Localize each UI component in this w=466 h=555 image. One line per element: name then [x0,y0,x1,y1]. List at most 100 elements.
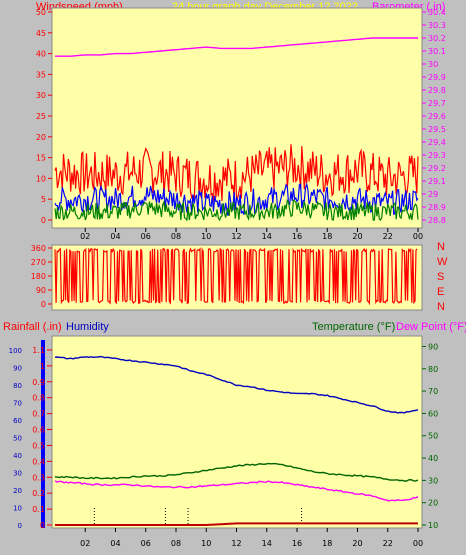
humidity-label: Humidity [66,321,109,333]
baro-y-tick-label: 30 [428,60,438,69]
wind-y-tick-label: 50 [36,8,46,17]
dir-label-s: S [437,271,444,283]
baro-y-tick-label: 29.1 [428,177,446,186]
baro-y-tick-label: 29.9 [428,73,446,82]
dir-y-tick-label: 270 [31,258,46,267]
temperature-label: Temperature (°F) [312,321,395,333]
wind-x-tick-label: 00 [413,232,423,241]
wind-x-tick-label: 20 [352,232,362,241]
baro-y-tick-label: 29.3 [428,151,446,160]
wind-y-tick-label: 35 [36,70,46,79]
wind-y-tick-label: 0 [41,216,46,225]
humidity-y-tick-label: 70 [13,400,22,408]
barometer-series-line [55,37,418,57]
rain-y-tick-label: 0.7 [32,410,45,419]
humidity-y-tick-label: 90 [13,365,22,373]
wind-y-tick-label: 25 [36,112,46,121]
wind-y-tick-label: 15 [36,154,46,163]
rain-y-tick-label: 0.6 [32,426,45,435]
temperature-series-line [54,462,419,482]
bottom-x-tick-label: 20 [352,539,362,548]
bottom-x-tick-label: 06 [141,539,151,548]
humidity-series-line [54,355,419,414]
wind-y-tick-label: 5 [41,195,46,204]
baro-y-tick-label: 29.7 [428,99,446,108]
dir-y-tick-label: 360 [31,244,46,253]
humidity-y-tick-label: 80 [13,382,22,390]
bottom-x-tick-label: 12 [231,539,241,548]
humidity-y-tick-label: 50 [13,435,22,443]
temp-y-tick-label: 90 [428,342,438,351]
rainfall-label: Rainfall (.in) [3,321,62,333]
dir-label-n-bottom: N [437,301,445,313]
dir-label-e: E [437,286,444,298]
temp-y-tick-label: 80 [428,365,438,374]
bottom-x-tick-label: 02 [80,539,90,548]
wind-x-tick-label: 12 [231,232,241,241]
bottom-x-tick-label: 04 [110,539,120,548]
rain-y-tick-label: 0.1 [32,505,45,514]
rain-y-tick-label: 0.9 [32,378,45,387]
bottom-x-tick-label: 16 [292,539,302,548]
baro-y-tick-label: 30.1 [428,47,446,56]
wind-direction-series [54,247,418,306]
wind-x-tick-label: 06 [141,232,151,241]
bottom-x-tick-label: 14 [262,539,272,548]
rain-y-tick-label: 0.3 [32,473,45,482]
wind-y-tick-label: 30 [36,91,46,100]
wind-x-tick-label: 02 [80,232,90,241]
baro-y-tick-label: 30.3 [428,21,446,30]
baro-y-tick-label: 29.8 [428,86,446,95]
wind-x-tick-label: 08 [171,232,181,241]
baro-y-tick-label: 29.2 [428,164,446,173]
wind-x-tick-label: 16 [292,232,302,241]
rainfall-series-line [55,522,418,526]
wind-x-tick-label: 18 [322,232,332,241]
wind-series-low [54,199,419,222]
baro-y-tick-label: 28.9 [428,203,446,212]
humidity-y-tick-label: 40 [13,452,22,460]
dir-label-n-top: N [437,241,445,253]
baro-y-tick-label: 29.5 [428,125,446,134]
bottom-x-tick-label: 08 [171,539,181,548]
baro-y-tick-label: 28.8 [428,216,446,225]
temp-y-tick-label: 10 [428,521,438,530]
rainfall-axis-bar [41,340,45,528]
rain-y-tick-label: 1 [40,362,45,371]
baro-y-tick-label: 29.6 [428,112,446,121]
baro-y-tick-label: 29.4 [428,138,446,147]
wind-x-tick-label: 04 [110,232,120,241]
baro-y-tick-label: 30.4 [428,8,446,17]
rain-y-tick-label: 1.1 [32,346,45,355]
humidity-y-tick-label: 60 [13,417,22,425]
baro-y-tick-label: 30.2 [428,34,446,43]
dir-y-tick-label: 0 [41,300,46,309]
rain-y-tick-label: 0.5 [32,441,45,450]
temp-y-tick-label: 40 [428,454,438,463]
wind-x-tick-label: 10 [201,232,211,241]
humidity-y-tick-label: 30 [13,470,22,478]
rain-y-tick-label: 0.8 [32,394,45,403]
baro-y-tick-label: 29 [428,190,438,199]
temp-y-tick-label: 60 [428,409,438,418]
wind-x-tick-label: 22 [383,232,393,241]
rain-y-tick-label: 0.2 [32,489,45,498]
humidity-y-tick-label: 10 [13,505,22,513]
dir-y-tick-label: 180 [31,272,46,281]
humidity-y-tick-label: 0 [18,522,22,530]
rain-y-tick-label: 0.4 [32,457,45,466]
dewpoint-label: Dew Point (°F) [396,321,466,333]
wind-y-tick-label: 45 [36,29,46,38]
wind-series-average [54,181,419,216]
bottom-x-tick-label: 18 [322,539,332,548]
humidity-y-tick-label: 100 [9,347,22,355]
humidity-temp-plot-area [51,335,423,529]
wind-y-tick-label: 10 [36,174,46,183]
temp-y-tick-label: 20 [428,499,438,508]
bottom-x-tick-label: 22 [383,539,393,548]
bottom-x-tick-label: 00 [413,539,423,548]
wind-x-tick-label: 14 [262,232,272,241]
temp-y-tick-label: 50 [428,432,438,441]
